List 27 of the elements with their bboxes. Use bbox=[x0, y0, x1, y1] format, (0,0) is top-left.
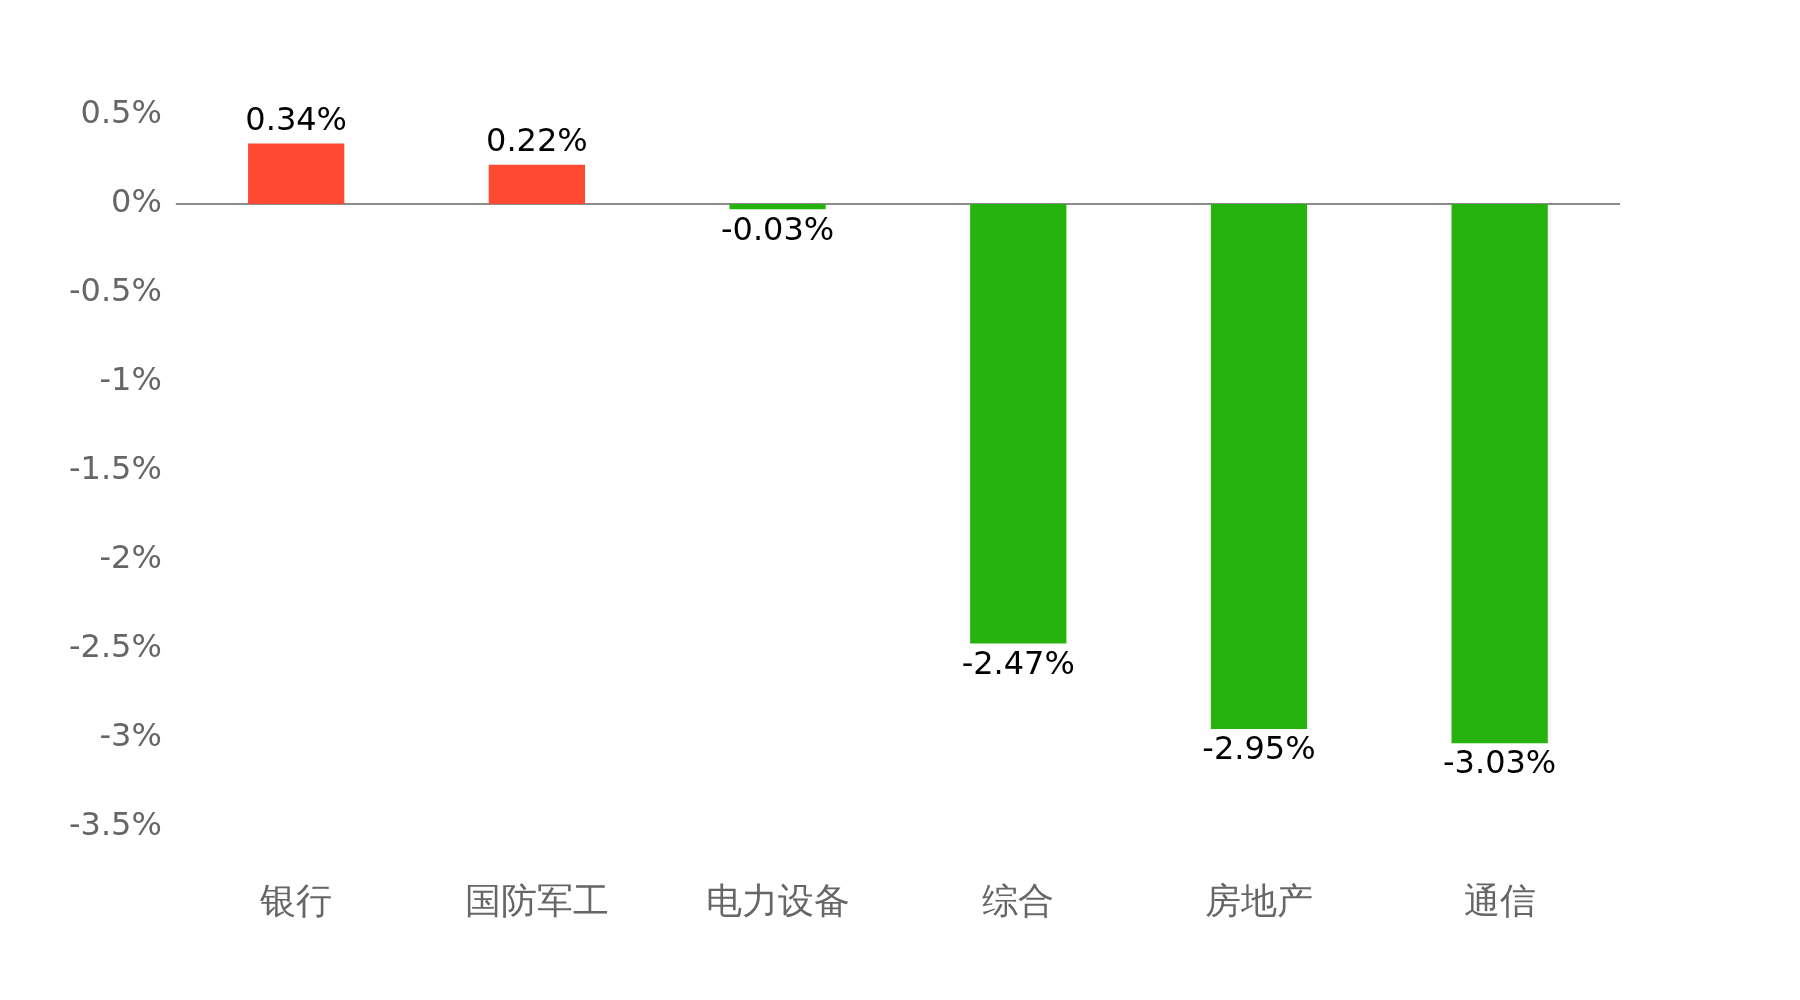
y-tick-label: 0% bbox=[111, 182, 162, 221]
bar bbox=[970, 203, 1067, 644]
data-label: 0.22% bbox=[486, 121, 588, 160]
data-label: 0.34% bbox=[245, 99, 348, 138]
y-tick-label: 0.5% bbox=[80, 93, 162, 132]
bar bbox=[488, 164, 586, 204]
x-tick-label: 综合 bbox=[982, 879, 1055, 921]
bar bbox=[248, 143, 345, 204]
bar bbox=[1210, 203, 1308, 729]
y-tick-label: -1% bbox=[99, 360, 162, 399]
y-tick-label: -2.5% bbox=[69, 627, 162, 666]
y-tick-label: -2% bbox=[99, 538, 162, 577]
y-tick-label: -3.5% bbox=[69, 805, 162, 844]
y-tick-label: -0.5% bbox=[69, 271, 162, 310]
data-label: -0.03% bbox=[720, 209, 835, 248]
bar bbox=[729, 203, 826, 210]
bar bbox=[1451, 203, 1548, 744]
x-tick-label: 银行 bbox=[259, 879, 333, 921]
data-label: -3.03% bbox=[1443, 743, 1557, 782]
y-tick-label: -1.5% bbox=[69, 449, 162, 488]
y-tick-label: -3% bbox=[99, 716, 162, 755]
x-tick-label: 通信 bbox=[1463, 879, 1536, 921]
x-tick-label: 国防军工 bbox=[464, 879, 609, 921]
x-tick-label: 房地产 bbox=[1204, 879, 1313, 921]
x-tick-label: 电力设备 bbox=[705, 879, 850, 921]
data-label: -2.95% bbox=[1202, 729, 1316, 768]
data-label: -2.47% bbox=[961, 643, 1075, 682]
